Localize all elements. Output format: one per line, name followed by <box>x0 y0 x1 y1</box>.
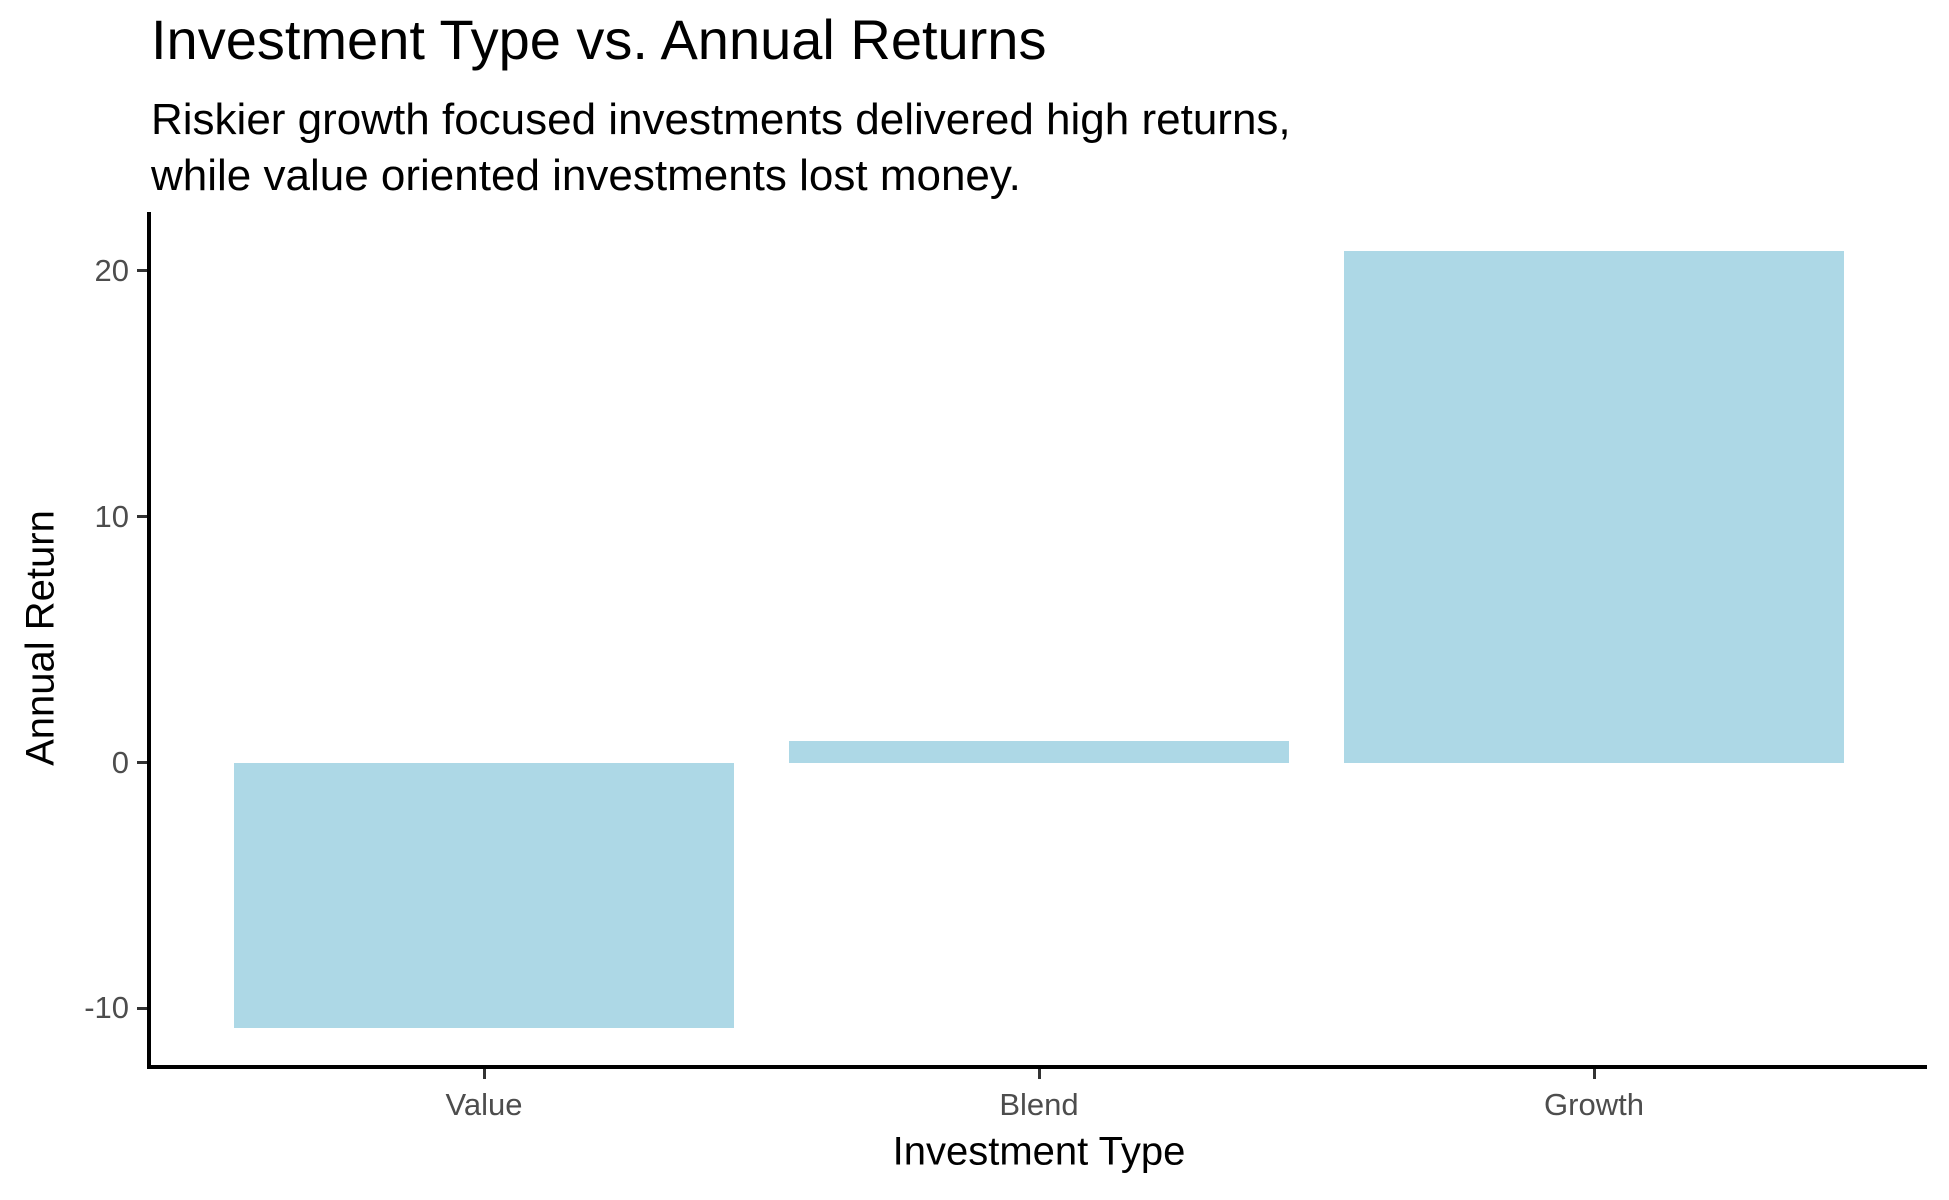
y-tick-label: 10 <box>94 498 129 534</box>
bar-blend <box>789 740 1289 763</box>
y-tick-mark <box>137 515 147 519</box>
x-tick-mark <box>482 1069 486 1079</box>
y-tick-label: 0 <box>111 744 129 780</box>
x-tick-label-blend: Blend <box>999 1087 1079 1122</box>
y-tick-mark <box>137 269 147 273</box>
chart-title: Investment Type vs. Annual Returns <box>151 8 1047 71</box>
x-tick-mark <box>1037 1069 1041 1079</box>
y-tick-mark <box>137 761 147 765</box>
y-axis-line <box>147 212 151 1069</box>
y-axis-title: Annual Return <box>18 510 63 766</box>
x-tick-mark <box>1592 1069 1596 1079</box>
y-tick-label: -10 <box>84 990 129 1026</box>
chart-subtitle: Riskier growth focused investments deliv… <box>151 95 1291 200</box>
y-tick-mark <box>137 1006 147 1010</box>
y-tick-label: 20 <box>94 252 129 288</box>
bar-value <box>234 762 734 1029</box>
x-tick-label-growth: Growth <box>1544 1087 1644 1122</box>
bar-growth <box>1344 251 1844 763</box>
x-axis-title: Investment Type <box>892 1129 1186 1174</box>
x-tick-label-value: Value <box>445 1087 523 1122</box>
x-axis-line <box>147 1065 1927 1069</box>
